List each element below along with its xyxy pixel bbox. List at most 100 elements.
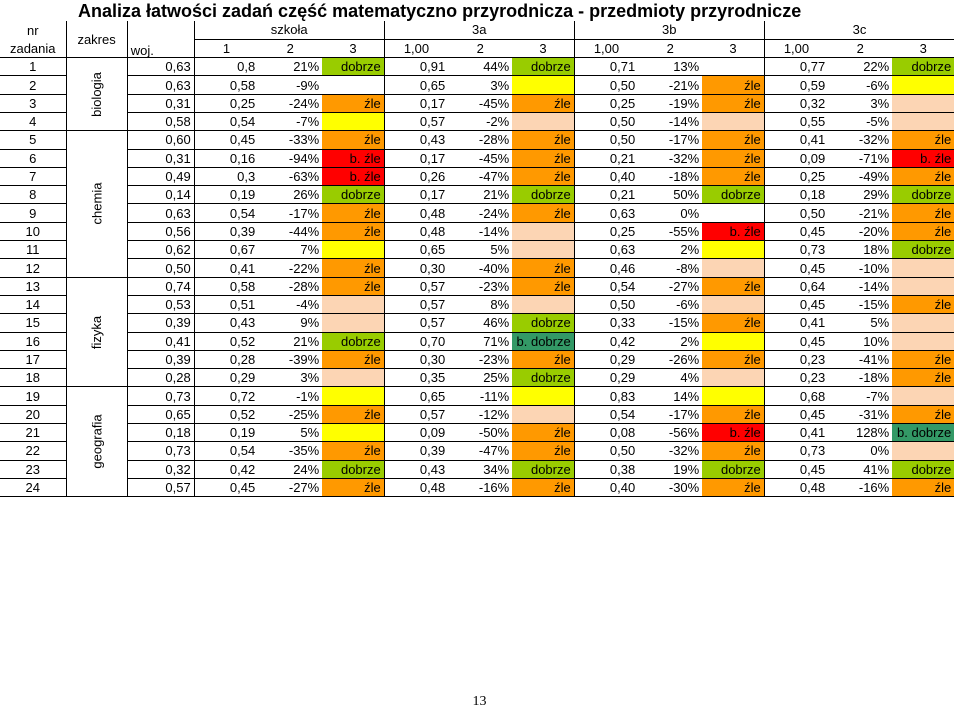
header-sub: 1,00 [384,39,449,59]
value-cell: 0,25 [764,167,829,187]
rating-cell: dobrze [512,460,575,479]
zakres-cell: chemia [66,130,128,278]
table-body: 1 biologia 0,63 0,8 21% dobrze 0,91 44% dobrze 0,… [0,57,955,498]
woj-value: 0,49 [127,167,195,187]
header-sub: 2 [638,39,703,59]
rating-cell: b. dobrze [512,332,575,351]
rating-cell: źle [892,350,955,370]
value-cell: 0,63 [574,203,639,223]
percent-cell: -49% [828,167,893,187]
value-cell: 0,68 [764,386,829,406]
rating-cell: dobrze [322,332,385,351]
rating-cell [322,313,385,333]
percent-cell: -45% [448,94,513,113]
zakres-cell: biologia [66,57,128,132]
percent-cell: -22% [258,258,323,278]
value-cell: 0,50 [764,203,829,223]
rating-cell: źle [512,167,575,187]
table-row: 5 chemia 0,60 0,45 -33% źle 0,43 -28% źle 0,50 -17… [0,130,955,278]
rating-cell: źle [892,405,955,425]
value-cell: 0,57 [384,112,449,132]
header-group-3b: 3b [574,21,765,40]
rating-cell [702,368,765,388]
rating-cell: dobrze [512,368,575,388]
rating-cell: dobrze [892,460,955,479]
table-row: 15 0,39 0,43 9% 0,57 46% dobrze 0,33 -15% źle 0,41… [0,313,955,333]
percent-cell: 5% [828,313,893,333]
rating-cell: źle [322,350,385,370]
value-cell: 0,50 [574,112,639,132]
percent-cell: 24% [258,460,323,479]
row-number: 3 [0,94,67,113]
row-number: 11 [0,240,67,260]
rating-cell [702,240,765,260]
percent-cell: 44% [448,57,513,77]
value-cell: 0,30 [384,350,449,370]
percent-cell: -23% [448,350,513,370]
percent-cell: -32% [828,130,893,150]
percent-cell: -19% [638,94,703,113]
percent-cell: -44% [258,222,323,242]
percent-cell: -71% [828,149,893,168]
percent-cell: -25% [258,405,323,425]
rating-cell: źle [702,478,765,498]
zakres-cell: fizyka [66,277,128,388]
results-table: nr zakres woj. szkoła 3a 3b 3c zadania 1… [0,21,955,498]
value-cell: 0,28 [194,350,259,370]
value-cell: 0,45 [194,130,259,150]
header-sub: 1,00 [764,39,829,59]
header-sub: 2 [448,39,513,59]
percent-cell: -1% [258,386,323,406]
value-cell: 0,43 [384,460,449,479]
rating-cell: dobrze [892,240,955,260]
percent-cell: -14% [448,222,513,242]
value-cell: 0,83 [574,386,639,406]
percent-cell: 71% [448,332,513,351]
percent-cell: -12% [448,405,513,425]
value-cell: 0,45 [764,460,829,479]
rating-cell: źle [322,441,385,461]
percent-cell: -16% [448,478,513,498]
percent-cell: 22% [828,57,893,77]
value-cell: 0,58 [194,75,259,95]
value-cell: 0,57 [384,277,449,296]
woj-value: 0,50 [127,258,195,278]
percent-cell: -21% [828,203,893,223]
woj-value: 0,14 [127,185,195,205]
percent-cell: 5% [258,423,323,443]
value-cell: 0,21 [574,149,639,168]
table-row: 19 geografia 0,73 0,72 -1% 0,65 -11% 0,83 14% 0,6… [0,386,955,498]
rating-cell: źle [322,478,385,498]
rating-cell: źle [702,313,765,333]
percent-cell: 10% [828,332,893,351]
row-number: 22 [0,441,67,461]
row-number: 23 [0,460,67,479]
percent-cell: -14% [828,277,893,296]
table-row: 7 0,49 0,3 -63% b. źle 0,26 -47% źle 0,40 -18% źle… [0,167,955,187]
value-cell: 0,29 [574,368,639,388]
header-zakres: zakres [66,21,128,58]
percent-cell: -40% [448,258,513,278]
rating-cell: dobrze [322,57,385,77]
row-number: 12 [0,258,67,278]
value-cell: 0,71 [574,57,639,77]
rating-cell: źle [702,441,765,461]
rating-cell: dobrze [702,460,765,479]
value-cell: 0,38 [574,460,639,479]
header-sub: 1 [194,39,259,59]
value-cell: 0,48 [384,203,449,223]
value-cell: 0,45 [764,295,829,315]
row-number: 2 [0,75,67,95]
rating-cell: b. źle [322,149,385,168]
percent-cell: 2% [638,332,703,351]
rating-cell: źle [322,258,385,278]
value-cell: 0,08 [574,423,639,443]
percent-cell: -35% [258,441,323,461]
percent-cell: -47% [448,167,513,187]
rating-cell: dobrze [512,185,575,205]
value-cell: 0,33 [574,313,639,333]
value-cell: 0,57 [384,313,449,333]
rating-cell [892,75,955,95]
rating-cell: źle [892,167,955,187]
value-cell: 0,32 [764,94,829,113]
